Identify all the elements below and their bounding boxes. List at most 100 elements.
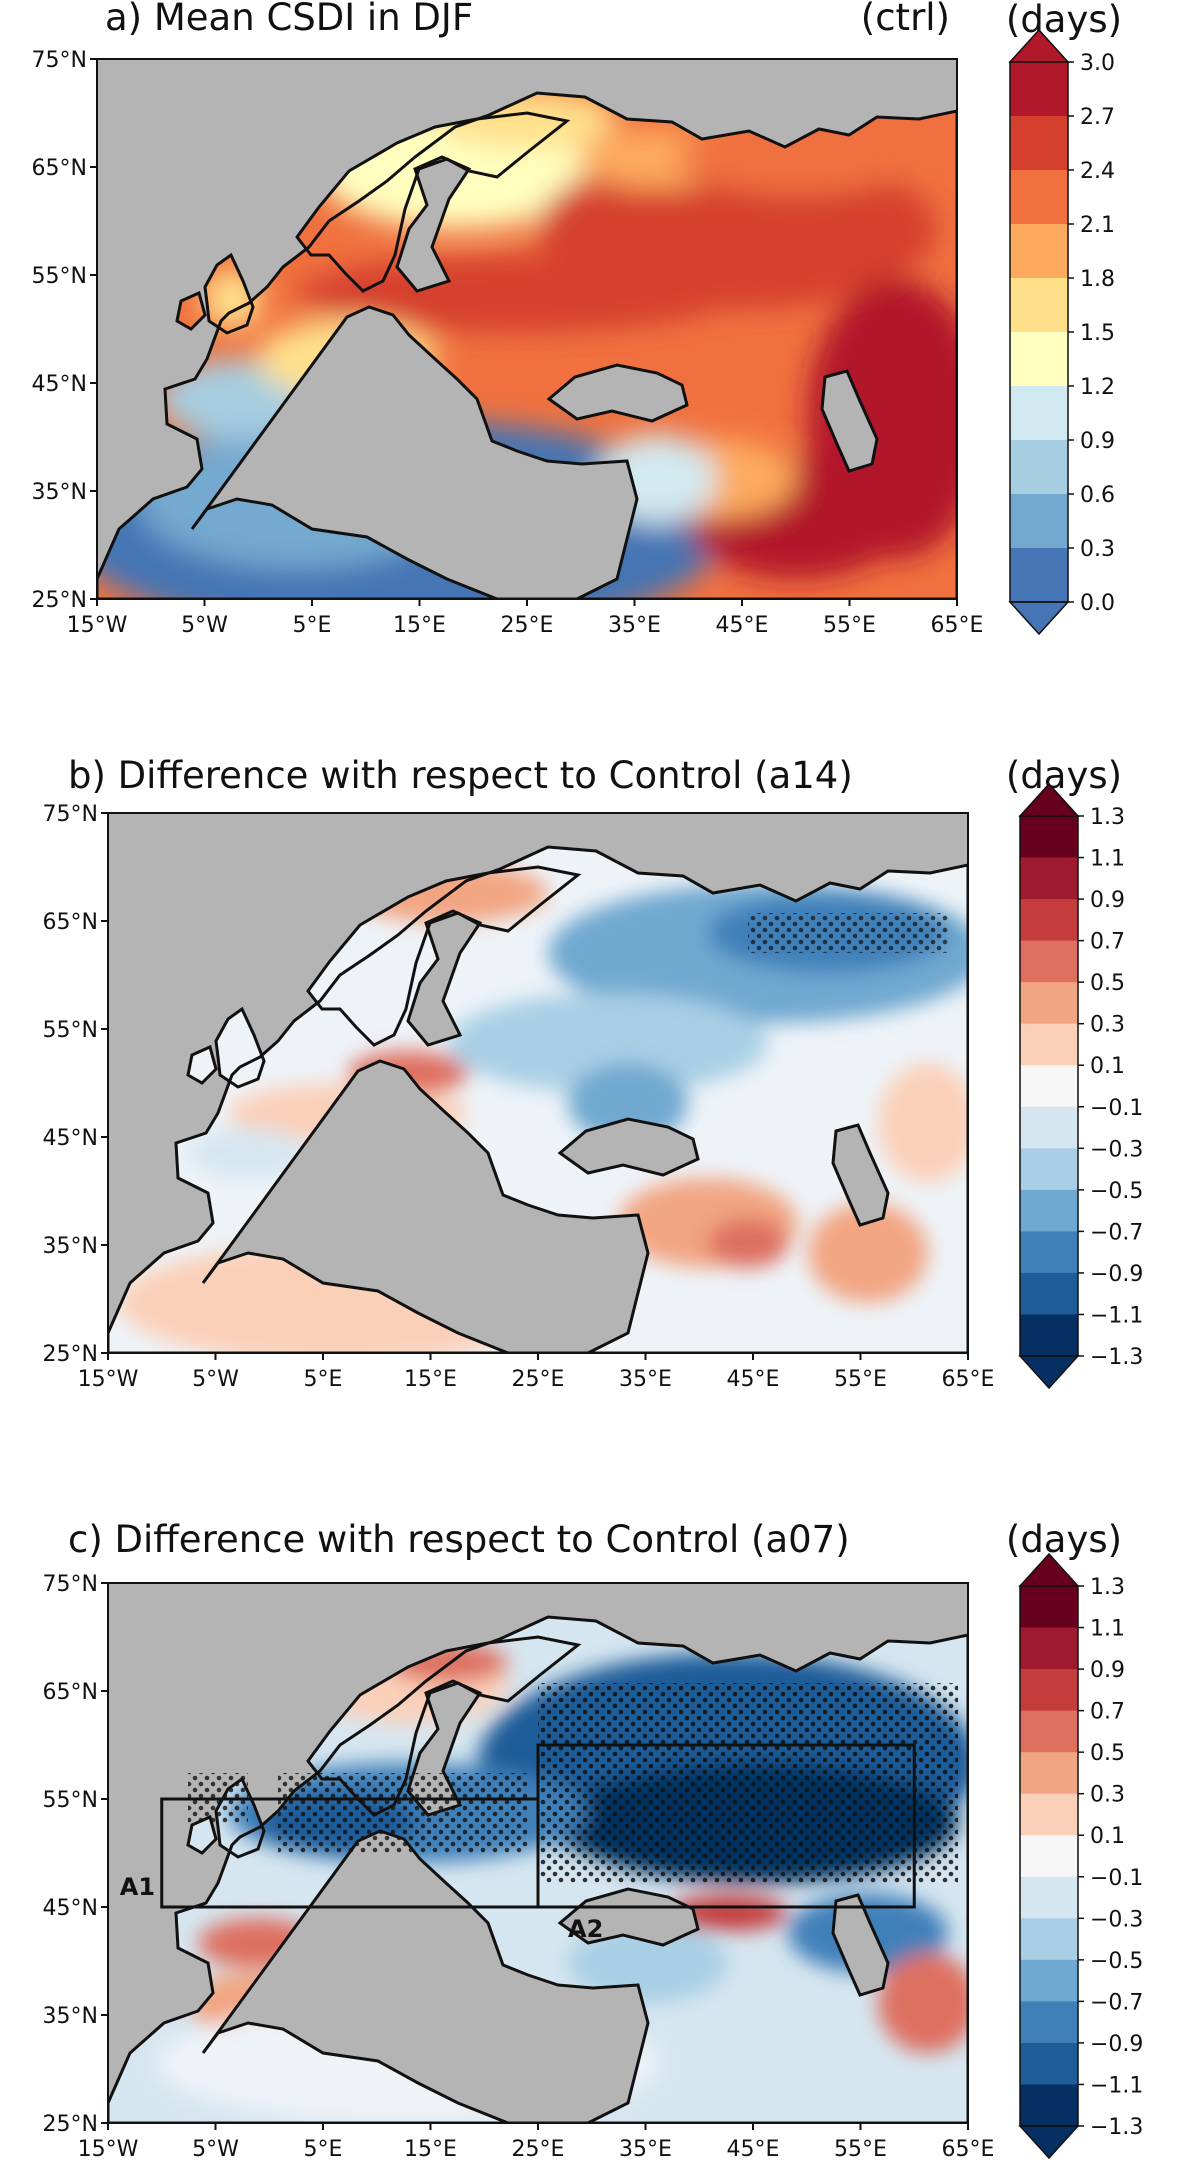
colorbar-segment — [1020, 1231, 1078, 1274]
lat-tick-label: 75°N — [32, 48, 87, 73]
colorbar-segment — [1010, 332, 1068, 387]
colorbar-segment — [1020, 1710, 1078, 1753]
colorbar-tick-label: 3.0 — [1080, 51, 1115, 76]
lat-tick-label: 75°N — [43, 802, 98, 827]
colorbar-tick-label: −0.7 — [1090, 1990, 1143, 2015]
lat-tick-label: 45°N — [43, 1896, 98, 1921]
lon-tick-label: 25°E — [512, 2137, 565, 2162]
colorbars: 3.0 2.7 2.4 2.1 1.8 1.5 1.2 0.9 0.6 0.3 0.0 1.3 1.1 0… — [1008, 28, 1143, 2160]
colorbar-tick-label: 1.3 — [1090, 805, 1125, 830]
colorbar-segment — [1010, 494, 1068, 549]
lon-tick-label: 15°E — [393, 613, 446, 638]
colorbar-extend-min — [1018, 1355, 1080, 1390]
lat-tick-label: 75°N — [43, 1572, 98, 1597]
colorbar-tick-label: 0.9 — [1090, 888, 1125, 913]
panel-b-map — [107, 812, 969, 1354]
lat-tick-label: 65°N — [43, 910, 98, 935]
colorbar-tick-label: 0.0 — [1080, 591, 1115, 616]
colorbar-segment — [1010, 278, 1068, 333]
colorbar-segment — [1020, 857, 1078, 900]
lon-tick-label: 5°W — [192, 1367, 239, 1392]
lon-tick-label: 5°E — [293, 613, 332, 638]
region-label-a2: A2 — [568, 1915, 603, 1943]
lat-tick-label: 55°N — [43, 1788, 98, 1813]
colorbar-tick-label: −1.3 — [1090, 2115, 1143, 2140]
panel-a-map — [96, 58, 958, 600]
lon-tick-label: 45°E — [716, 613, 769, 638]
panel-a-tag: (ctrl) — [861, 0, 950, 39]
colorbar-segment — [1010, 224, 1068, 279]
colorbar-segment — [1020, 1189, 1078, 1232]
lon-tick-label: 5°E — [304, 1367, 343, 1392]
significance-stippling — [188, 1683, 958, 1883]
colorbar-segment — [1020, 1669, 1078, 1712]
lat-tick-label: 65°N — [43, 1680, 98, 1705]
lon-tick-label: 15°W — [78, 1367, 139, 1392]
panel-c: c) Difference with respect to Control (a… — [68, 1518, 1122, 2124]
lat-tick-label: 25°N — [43, 2112, 98, 2137]
colorbar-tick-label: 2.4 — [1080, 159, 1115, 184]
lat-tick-label: 35°N — [43, 2004, 98, 2029]
lon-tick-label: 25°E — [512, 1367, 565, 1392]
colorbar-segment — [1020, 940, 1078, 983]
lon-tick-label: 55°E — [834, 2137, 887, 2162]
colorbar-tick-label: −0.3 — [1090, 1137, 1143, 1162]
colorbar-tick-label: −1.1 — [1090, 2073, 1143, 2098]
panel-a: a) Mean CSDI in DJF (ctrl) (days) — [96, 0, 1122, 600]
colorbar-tick-label: 2.7 — [1080, 105, 1115, 130]
colorbar-tick-label: 0.6 — [1080, 483, 1115, 508]
lat-tick-label: 25°N — [43, 1342, 98, 1367]
lon-tick-label: 15°E — [404, 1367, 457, 1392]
lon-tick-label: 15°E — [404, 2137, 457, 2162]
colorbar-segment — [1010, 170, 1068, 225]
lat-tick-label: 35°N — [32, 480, 87, 505]
colorbar-extend-min — [1018, 2125, 1080, 2160]
lat-tick-label: 65°N — [32, 156, 87, 181]
significance-stippling — [748, 913, 948, 953]
colorbar-tick-label: 0.1 — [1090, 1054, 1125, 1079]
colorbar-tick-label: −0.5 — [1090, 1949, 1143, 1974]
colorbar-b: 1.3 1.1 0.9 0.7 0.5 0.3 0.1 −0.1 −0.3 −0.5 −0.7 −0.… — [1018, 782, 1143, 1390]
colorbar-segment — [1020, 1148, 1078, 1191]
colorbar-tick-label: 0.7 — [1090, 930, 1125, 955]
colorbar-tick-label: 0.1 — [1090, 1824, 1125, 1849]
colorbar-segment — [1020, 816, 1078, 859]
lon-tick-label: 5°W — [192, 2137, 239, 2162]
colorbar-segment — [1010, 548, 1068, 603]
colorbar-segment — [1020, 1793, 1078, 1836]
colorbar-segment — [1020, 1586, 1078, 1629]
colorbar-c: 1.3 1.1 0.9 0.7 0.5 0.3 0.1 −0.1 −0.3 −0.5 −0.7 −0.… — [1018, 1552, 1143, 2160]
lon-tick-label: 5°E — [304, 2137, 343, 2162]
lon-tick-label: 35°E — [619, 2137, 672, 2162]
colorbar-tick-label: −0.1 — [1090, 1866, 1143, 1891]
panel-b: b) Difference with respect to Control (a… — [68, 754, 1122, 1354]
colorbar-segment — [1020, 982, 1078, 1025]
colorbar-tick-label: −0.3 — [1090, 1907, 1143, 1932]
colorbar-segment — [1010, 62, 1068, 117]
lat-tick-label: 35°N — [43, 1234, 98, 1259]
lon-tick-label: 65°E — [942, 1367, 995, 1392]
lat-tick-label: 55°N — [43, 1018, 98, 1043]
colorbar-tick-label: 1.8 — [1080, 267, 1115, 292]
colorbar-tick-label: 0.3 — [1090, 1783, 1125, 1808]
panel-a-unit: (days) — [1006, 0, 1122, 41]
region-label-a1: A1 — [120, 1873, 155, 1901]
region-boxes — [160, 1743, 916, 1909]
colorbar-tick-label: 1.3 — [1090, 1575, 1125, 1600]
colorbar-tick-label: 0.3 — [1090, 1013, 1125, 1038]
colorbar-segment — [1020, 899, 1078, 942]
colorbar-tick-label: −0.5 — [1090, 1179, 1143, 1204]
colorbar-extend-min — [1008, 601, 1070, 636]
lon-tick-label: 65°E — [931, 613, 984, 638]
colorbar-tick-label: 1.5 — [1080, 321, 1115, 346]
colorbar-tick-label: −0.9 — [1090, 2032, 1143, 2057]
colorbar-segment — [1020, 1065, 1078, 1108]
panel-a-title: a) Mean CSDI in DJF — [105, 0, 473, 39]
colorbar-tick-label: −1.1 — [1090, 1303, 1143, 1328]
colorbar-tick-label: 0.9 — [1090, 1658, 1125, 1683]
axes-layer: 75°N65°N55°N45°N35°N25°N15°W 5°W 5°E 15°E 25… — [32, 48, 995, 2162]
panel-c-map — [107, 1582, 969, 2124]
colorbar-segment — [1020, 1752, 1078, 1795]
panel-b-unit: (days) — [1006, 754, 1122, 797]
